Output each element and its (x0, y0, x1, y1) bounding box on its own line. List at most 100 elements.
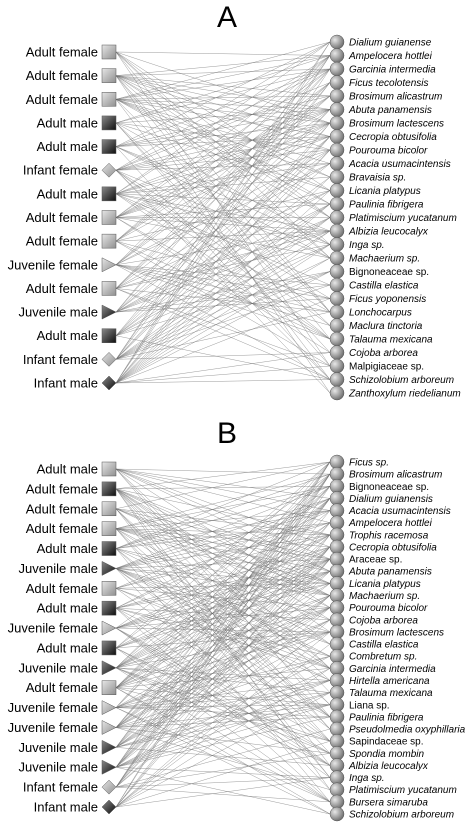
panel-a-edges (115, 41, 331, 394)
interaction-edge (115, 510, 331, 569)
interaction-edge (115, 777, 331, 808)
interaction-edge (115, 607, 331, 748)
monkey-node-triangle (101, 759, 117, 775)
interaction-edge (115, 595, 331, 748)
interaction-edge (115, 608, 331, 803)
plant-label: Ficus tecolotensis (349, 78, 428, 89)
monkey-node-triangle (101, 304, 117, 320)
interaction-edge (115, 55, 331, 76)
interaction-edge (115, 193, 331, 205)
interaction-edge (115, 75, 331, 124)
interaction-edge (115, 68, 331, 242)
interaction-edge (115, 68, 331, 147)
monkey-node-triangle (101, 620, 117, 636)
interaction-edge (115, 571, 331, 688)
interaction-edge (115, 163, 331, 265)
monkey-node-diamond (101, 779, 117, 795)
interaction-edge (115, 667, 331, 681)
monkey-node-square (101, 44, 117, 60)
plant-label: Bignoneaceae sp. (349, 267, 429, 278)
plant-label: Talauma mexicana (349, 688, 433, 699)
interaction-edge (115, 109, 331, 265)
interaction-edge (115, 528, 331, 584)
interaction-edge (115, 190, 331, 242)
interaction-edge (115, 51, 331, 56)
interaction-edge (115, 55, 331, 384)
interaction-edge (115, 461, 331, 788)
interaction-edge (115, 95, 331, 242)
interaction-edge (115, 655, 331, 728)
interaction-edge (115, 55, 331, 100)
plant-node (329, 264, 345, 279)
interaction-edge (115, 687, 331, 803)
interaction-edge (115, 68, 331, 171)
interaction-edge (115, 217, 331, 259)
interaction-edge (115, 75, 331, 110)
interaction-edge (115, 488, 331, 620)
monkey-label: Juvenile male (19, 561, 99, 576)
monkey-label: Adult female (26, 281, 98, 296)
interaction-edge (115, 546, 331, 788)
monkey-label: Juvenile female (8, 621, 98, 636)
interaction-edge (115, 55, 331, 265)
plant-label: Dialium guianense (349, 38, 432, 49)
plant-node (329, 34, 345, 50)
interaction-edge (115, 728, 331, 788)
interaction-edge (115, 498, 331, 788)
interaction-edge (115, 687, 331, 742)
interaction-edge (115, 607, 331, 728)
interaction-edge (115, 655, 331, 708)
interaction-edge (115, 461, 331, 808)
interaction-edge (115, 244, 331, 360)
interaction-edge (115, 217, 331, 313)
plant-label: Zanthoxylum riedelianum (348, 389, 461, 400)
interaction-edge (115, 568, 331, 633)
panel-a-plant-nodes: Dialium guianense Ampelocera hottlei Garci… (329, 34, 461, 401)
interaction-edge (115, 41, 331, 100)
plant-label: Abuta panamensis (348, 567, 432, 578)
monkey-node-square (101, 481, 117, 497)
interaction-edge (115, 271, 331, 384)
monkey-node-square (101, 581, 117, 596)
interaction-edge (115, 461, 331, 549)
plant-label: Acacia usumacintensis (348, 506, 451, 517)
interaction-edge (115, 122, 331, 218)
interaction-edge (115, 474, 331, 788)
interaction-edge (115, 461, 331, 768)
plant-label: Brosimum alicastrum (349, 92, 442, 103)
interaction-edge (115, 122, 331, 242)
plant-label: Castilla elastica (349, 640, 419, 651)
interaction-edge (115, 468, 331, 511)
monkey-label: Adult female (26, 92, 98, 107)
interaction-edge (115, 99, 331, 191)
monkey-label: Infant male (34, 376, 98, 391)
interaction-edge (115, 627, 331, 633)
interaction-edge (115, 122, 331, 384)
interaction-edge (115, 692, 331, 808)
interaction-edge (115, 473, 331, 629)
interaction-edge (115, 68, 331, 289)
plant-label: Bursera simaruba (349, 797, 428, 808)
interaction-edge (115, 170, 331, 299)
plant-label: Brosimum lactescens (349, 627, 444, 638)
interaction-edge (115, 190, 331, 289)
plant-label: Liana sp. (349, 700, 390, 711)
interaction-edge (115, 558, 331, 649)
monkey-node-triangle (101, 739, 117, 755)
interaction-edge (115, 95, 331, 147)
interaction-edge (115, 546, 331, 728)
interaction-edge (115, 244, 331, 336)
plant-label: Schizolobium arboreum (349, 375, 454, 386)
interaction-edge (115, 488, 331, 790)
interaction-edge (115, 203, 331, 384)
interaction-edge (115, 777, 331, 788)
interaction-edge (115, 558, 331, 808)
interaction-edge (115, 488, 331, 596)
interaction-edge (115, 704, 331, 728)
interaction-edge (115, 680, 331, 768)
interaction-edge (115, 583, 331, 649)
plant-label: Bignoneaceae sp. (349, 482, 429, 493)
plant-node (329, 88, 345, 104)
interaction-edge (115, 473, 331, 549)
interaction-edge (115, 498, 331, 569)
